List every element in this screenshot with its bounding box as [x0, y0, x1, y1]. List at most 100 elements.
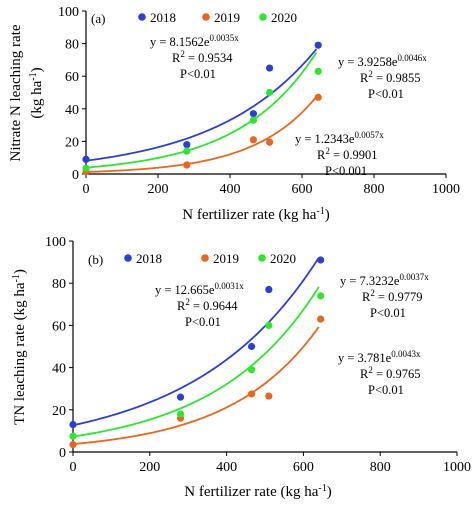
x-tick-label: 400 — [216, 460, 237, 475]
legend-label-2019: 2019 — [214, 10, 240, 25]
data-point-2020 — [247, 366, 256, 374]
legend-label-2019: 2019 — [213, 251, 239, 266]
fit-curve-2018 — [85, 48, 318, 162]
data-point-2019 — [265, 392, 273, 400]
data-point-2020 — [69, 432, 77, 440]
fit-p-value: P<0.001 — [325, 164, 367, 178]
data-point-2019 — [247, 390, 256, 398]
data-point-2019 — [183, 161, 191, 169]
legend-label-2020: 2020 — [270, 251, 296, 266]
x-tick-label: 0 — [83, 182, 90, 197]
x-tick-label: 200 — [139, 460, 160, 475]
data-point-2020 — [249, 116, 257, 124]
x-tick-label: 200 — [148, 182, 169, 197]
legend-marker-2020 — [258, 254, 266, 262]
fit-equation: y = 12.665e0.0031x — [155, 281, 244, 297]
y-tick-label: 80 — [65, 38, 79, 53]
fit-curve-2019 — [72, 326, 320, 445]
fit-equation: y = 3.9258e0.0046x — [338, 53, 427, 69]
legend-marker-2018 — [124, 254, 132, 262]
y-tick-label: 80 — [52, 277, 66, 292]
y-tick-label: 100 — [58, 5, 79, 20]
fit-equation: y = 8.1562e0.0035x — [150, 33, 239, 49]
panel-label: (a) — [91, 11, 105, 26]
x-tick-label: 0 — [70, 460, 77, 475]
x-tick-label: 1000 — [443, 460, 471, 475]
data-point-2020 — [314, 67, 322, 75]
data-point-2018 — [82, 155, 90, 163]
fit-p-value: P<0.01 — [185, 315, 221, 329]
legend-marker-2019 — [201, 254, 209, 262]
legend-marker-2019 — [202, 13, 210, 21]
data-point-2019 — [317, 315, 325, 323]
legend-marker-2020 — [259, 13, 267, 21]
x-tick-label: 600 — [292, 182, 313, 197]
y-axis-label-line2: (kg ha-1) — [28, 67, 46, 118]
fit-p-value: P<0.01 — [368, 383, 404, 397]
data-point-2018 — [314, 41, 322, 49]
y-tick-label: 0 — [72, 168, 79, 183]
fit-r-squared: R2 = 0.9534 — [172, 49, 233, 65]
x-tick-label: 800 — [364, 182, 385, 197]
data-point-2020 — [176, 410, 185, 418]
fit-r-squared: R2 = 0.9765 — [360, 365, 421, 381]
panel-label: (b) — [88, 252, 103, 267]
x-tick-label: 600 — [293, 460, 314, 475]
data-point-2020 — [82, 164, 90, 172]
legend-label-2018: 2018 — [150, 10, 176, 25]
data-point-2019 — [69, 441, 77, 449]
y-tick-label: 40 — [52, 362, 66, 377]
legend-marker-2018 — [138, 13, 146, 21]
fit-r-squared: R2 = 0.9644 — [177, 297, 238, 313]
fit-equation: y = 1.2343e0.0057x — [295, 130, 384, 146]
x-axis-label: N fertilizer rate (kg ha-1) — [182, 206, 329, 224]
fit-p-value: P<0.01 — [368, 87, 404, 101]
y-tick-label: 100 — [45, 235, 66, 250]
x-tick-label: 400 — [220, 182, 241, 197]
data-point-2018 — [249, 110, 257, 118]
fit-p-value: P<0.01 — [180, 67, 216, 81]
y-tick-label: 40 — [65, 103, 79, 118]
y-tick-label: 20 — [65, 135, 79, 150]
data-point-2019 — [266, 138, 274, 146]
data-point-2020 — [183, 147, 191, 155]
y-axis-label-line1: Nitrate N leaching rate — [8, 24, 24, 161]
x-axis-label: N fertilizer rate (kg ha-1) — [184, 483, 331, 501]
data-point-2018 — [247, 342, 256, 351]
y-axis-label: TN leaching rate (kg ha-1) — [11, 269, 29, 425]
fit-equation: y = 3.781e0.0043x — [338, 349, 421, 365]
data-point-2018 — [183, 141, 191, 149]
fit-curve-2020 — [85, 51, 318, 169]
data-point-2018 — [265, 285, 273, 294]
data-point-2019 — [314, 93, 322, 101]
fit-equation: y = 7.3232e0.0037x — [340, 272, 429, 288]
x-tick-label: 1000 — [432, 182, 460, 197]
data-point-2018 — [69, 420, 77, 429]
y-tick-label: 60 — [52, 319, 66, 334]
fit-p-value: P<0.01 — [370, 306, 406, 320]
fit-curve-2018 — [72, 257, 320, 427]
data-point-2018 — [176, 393, 185, 401]
fit-curve-2020 — [72, 286, 320, 438]
data-point-2020 — [265, 321, 273, 329]
data-point-2020 — [317, 292, 325, 300]
data-point-2019 — [249, 136, 257, 144]
data-point-2018 — [317, 256, 325, 264]
legend-label-2018: 2018 — [136, 251, 162, 266]
y-tick-label: 20 — [52, 404, 66, 419]
legend-label-2020: 2020 — [271, 10, 297, 25]
fit-r-squared: R2 = 0.9901 — [317, 146, 378, 162]
data-point-2020 — [266, 88, 274, 97]
data-point-2018 — [266, 64, 274, 72]
fit-curve-2019 — [85, 96, 318, 173]
y-tick-label: 60 — [65, 70, 79, 85]
